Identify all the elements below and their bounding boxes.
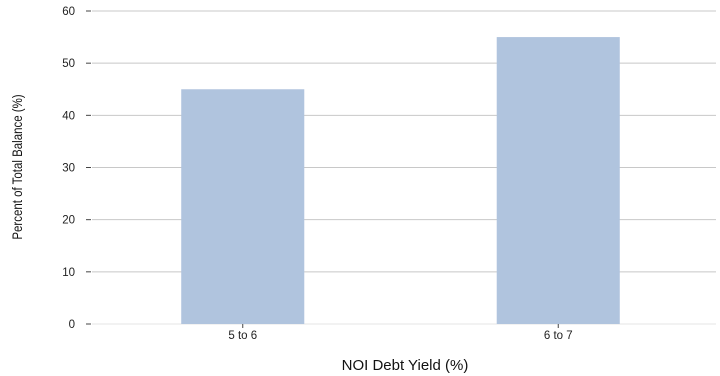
y-tick-label-50: 50 <box>62 58 75 70</box>
x-axis-ticks: 5 to 6 6 to 7 <box>228 324 573 342</box>
y-axis-title: Percent of Total Balance (%) <box>9 94 25 239</box>
bar-6-to-7 <box>496 37 620 324</box>
x-axis-title: NOI Debt Yield (%) <box>342 357 469 374</box>
y-tick-label-30: 30 <box>62 163 75 175</box>
y-tick-label-20: 20 <box>62 215 75 227</box>
y-tick-label-60: 60 <box>62 6 75 18</box>
bar-5-to-6 <box>181 89 305 324</box>
y-axis-ticks: 0 10 20 30 40 50 60 <box>62 6 91 331</box>
x-tick-label-5-to-6: 5 to 6 <box>228 330 257 342</box>
x-tick-label-6-to-7: 6 to 7 <box>544 330 573 342</box>
bars <box>181 37 620 324</box>
y-tick-label-10: 10 <box>62 267 75 279</box>
y-tick-label-40: 40 <box>62 110 75 122</box>
y-tick-label-0: 0 <box>69 319 75 331</box>
